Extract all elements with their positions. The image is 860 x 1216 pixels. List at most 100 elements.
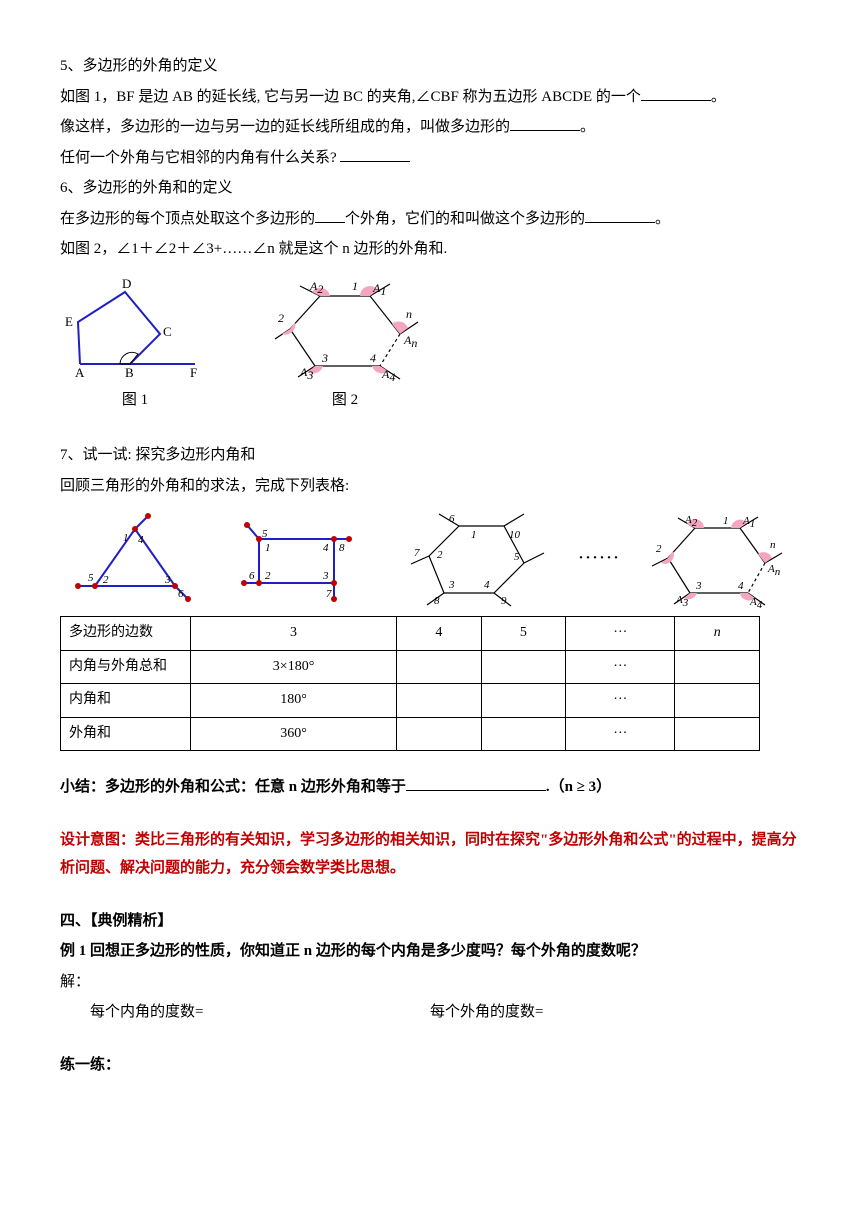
example1: 例 1 回想正多边形的性质，你知道正 n 边形的每个内角是多少度吗？每个外角的度… <box>60 937 800 966</box>
svg-text:9: 9 <box>501 595 507 607</box>
svg-text:2: 2 <box>265 570 271 582</box>
q6-line1: 在多边形的每个顶点处取这个多边形的 个外角，它们的和叫做这个多边形的 。 <box>60 205 800 234</box>
ellipsis: ······ <box>578 544 620 573</box>
cell: 多边形的边数 <box>61 617 191 651</box>
q5-line3a: 任何一个外角与它相邻的内角有什么关系? <box>60 150 337 166</box>
blank[interactable] <box>340 145 410 162</box>
fig2-caption: 图 2 <box>332 386 358 415</box>
cell[interactable] <box>481 650 566 684</box>
svg-text:3: 3 <box>448 579 455 591</box>
svg-text:6: 6 <box>178 588 184 600</box>
q5-line2a: 像这样，多边形的一边与另一边的延长线所组成的角，叫做多边形的 <box>60 119 510 135</box>
svg-text:A1: A1 <box>742 515 755 530</box>
cell[interactable] <box>675 684 760 718</box>
svg-text:7: 7 <box>326 588 332 600</box>
cell[interactable] <box>675 717 760 751</box>
cell: 3 <box>191 617 397 651</box>
q5-line1: 如图 1，BF 是边 AB 的延长线, 它与另一边 BC 的夹角,∠CBF 称为… <box>60 83 800 112</box>
section4-title: 四、【典例精析】 <box>60 907 800 936</box>
exterior-angle: 每个外角的度数= <box>430 998 543 1027</box>
figure-1: A B C D E F 图 1 <box>60 274 210 415</box>
label-e: E <box>65 314 73 329</box>
q5-line1a: 如图 1，BF 是边 AB 的延长线, 它与另一边 BC 的夹角,∠CBF 称为… <box>60 89 641 105</box>
svg-text:4: 4 <box>138 534 144 546</box>
svg-text:4: 4 <box>323 542 329 554</box>
label-1: 1 <box>352 279 358 293</box>
cell[interactable] <box>481 684 566 718</box>
blank[interactable] <box>641 84 711 101</box>
svg-text:n: n <box>770 539 776 551</box>
blank[interactable] <box>315 206 345 223</box>
q6-title: 6、多边形的外角和的定义 <box>60 174 800 203</box>
q7-title: 7、试一试: 探究多边形内角和 <box>60 441 800 470</box>
q6-line1c: 。 <box>655 211 670 227</box>
ngon-exterior-diagram: A2 1 A1 n An 2 A3 3 4 A4 <box>260 274 430 384</box>
q6-line1a: 在多边形的每个顶点处取这个多边形的 <box>60 211 315 227</box>
label-2: 2 <box>278 311 284 325</box>
triangle-diagram: 1 4 5 2 3 6 <box>70 511 210 606</box>
design-intent: 设计意图：类比三角形的有关知识，学习多边形的相关知识，同时在探究"多边形外角和公… <box>60 826 800 883</box>
svg-text:1: 1 <box>265 542 271 554</box>
svg-text:4: 4 <box>738 580 744 592</box>
q5-line1b: 。 <box>711 89 726 105</box>
pentagon-ext-diagram: 6 1 10 5 7 2 3 8 4 9 <box>389 508 559 608</box>
table-row: 多边形的边数 3 4 5 ··· n <box>61 617 760 651</box>
practice-title: 练一练： <box>60 1051 800 1080</box>
cell: 3×180° <box>191 650 397 684</box>
summary-suffix: .（n ≥ 3） <box>546 779 611 795</box>
svg-text:6: 6 <box>449 513 455 525</box>
label-f: F <box>190 365 197 380</box>
cell: 外角和 <box>61 717 191 751</box>
svg-text:8: 8 <box>339 542 345 554</box>
label-c: C <box>163 324 172 339</box>
exploration-table: 多边形的边数 3 4 5 ··· n 内角与外角总和 3×180° ··· 内角… <box>60 616 760 751</box>
svg-text:5: 5 <box>88 572 94 584</box>
example1-text: 例 1 回想正多边形的性质，你知道正 n 边形的每个内角是多少度吗？每个外角的度… <box>60 943 646 959</box>
q5-title: 5、多边形的外角的定义 <box>60 52 800 81</box>
label-d: D <box>122 276 131 291</box>
svg-text:An: An <box>767 563 781 578</box>
interior-angle: 每个内角的度数= <box>60 998 430 1027</box>
svg-text:5: 5 <box>514 551 520 563</box>
summary: 小结：多边形的外角和公式：任意 n 边形外角和等于.（n ≥ 3） <box>60 773 800 802</box>
blank[interactable] <box>510 115 580 132</box>
svg-text:10: 10 <box>509 529 521 541</box>
fig1-caption: 图 1 <box>122 386 148 415</box>
cell: 180° <box>191 684 397 718</box>
cell: 5 <box>481 617 566 651</box>
label-4: 4 <box>370 351 376 365</box>
svg-text:1: 1 <box>471 529 477 541</box>
svg-text:A2: A2 <box>684 514 698 529</box>
svg-text:7: 7 <box>414 547 420 559</box>
svg-text:1: 1 <box>723 515 729 527</box>
cell: ··· <box>566 684 675 718</box>
label-an: An <box>403 333 417 350</box>
q6-line1b: 个外角，它们的和叫做这个多边形的 <box>345 211 585 227</box>
cell[interactable] <box>397 717 482 751</box>
cell: 内角与外角总和 <box>61 650 191 684</box>
svg-text:A3: A3 <box>675 594 689 608</box>
figures-row: A B C D E F 图 1 <box>60 274 800 415</box>
label-a4: A4 <box>381 367 395 384</box>
quad-diagram: 5 1 4 8 6 2 3 7 <box>229 511 369 606</box>
svg-text:4: 4 <box>484 579 490 591</box>
table-row: 外角和 360° ··· <box>61 717 760 751</box>
pentagon-diagram: A B C D E F <box>60 274 210 384</box>
blank[interactable] <box>406 775 546 792</box>
svg-text:6: 6 <box>249 570 255 582</box>
table-row: 内角和 180° ··· <box>61 684 760 718</box>
cell[interactable] <box>397 650 482 684</box>
solution-label: 解： <box>60 968 800 997</box>
svg-text:1: 1 <box>123 532 129 544</box>
cell[interactable] <box>397 684 482 718</box>
cell[interactable] <box>481 717 566 751</box>
label-a1: A1 <box>372 281 386 298</box>
label-n: n <box>406 307 412 321</box>
solution-line: 每个内角的度数= 每个外角的度数= <box>60 998 800 1027</box>
ngon-diagram-2: A2 1 A1 n An 2 A3 3 4 A4 <box>640 508 790 608</box>
cell: 4 <box>397 617 482 651</box>
figure-2: A2 1 A1 n An 2 A3 3 4 A4 图 2 <box>260 274 430 415</box>
cell: ··· <box>566 717 675 751</box>
blank[interactable] <box>585 206 655 223</box>
cell[interactable] <box>675 650 760 684</box>
